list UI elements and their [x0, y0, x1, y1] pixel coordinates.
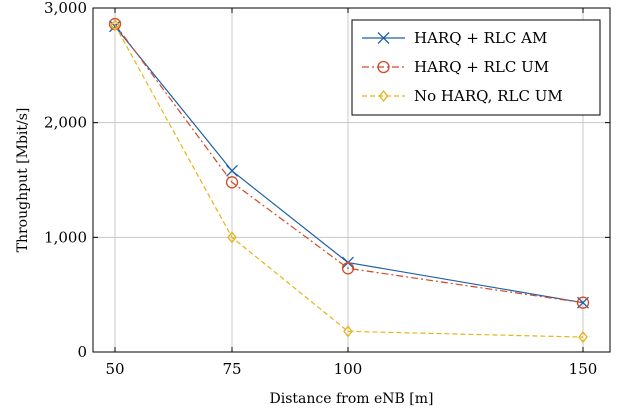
y-tick-label: 1,000: [44, 228, 87, 246]
data-point: [110, 19, 120, 32]
series-layer: [108, 17, 590, 344]
x-tick-label: 75: [222, 360, 241, 378]
data-point: [343, 325, 353, 338]
x-tick-label: 150: [569, 360, 598, 378]
series-3: [110, 19, 588, 344]
series-2: [108, 17, 590, 309]
y-tick-label: 0: [77, 343, 87, 361]
y-axis-ticks: 0 1,000 2,000 3,000: [44, 0, 610, 361]
legend-item: HARQ + RLC AM: [362, 29, 547, 47]
legend-label: HARQ + RLC AM: [414, 29, 547, 47]
y-tick-label: 2,000: [44, 114, 87, 132]
y-tick-label: 3,000: [44, 0, 87, 17]
legend-item: HARQ + RLC UM: [362, 58, 549, 76]
data-point: [227, 231, 237, 244]
legend-marker: [377, 60, 390, 74]
plot-frame: [92, 7, 611, 353]
data-point: [225, 176, 239, 189]
legend-item: No HARQ, RLC UM: [362, 87, 563, 105]
series-line: [114, 25, 584, 304]
legend-label: No HARQ, RLC UM: [414, 87, 563, 105]
x-axis-label: Distance from eNB [m]: [270, 391, 434, 407]
data-point: [226, 164, 238, 177]
y-axis-label: Throughput [Mbit/s]: [15, 108, 31, 253]
legend: HARQ + RLC AM HARQ + RLC UM No HARQ, RLC U…: [351, 19, 601, 116]
x-tick-label: 50: [105, 360, 124, 378]
data-point: [341, 262, 355, 275]
legend-label: HARQ + RLC UM: [414, 58, 549, 76]
data-point: [576, 296, 590, 309]
x-axis-ticks: 50 75 100 150: [105, 8, 597, 378]
x-tick-label: 100: [334, 360, 363, 378]
legend-marker: [377, 32, 390, 44]
data-point: [578, 331, 588, 344]
legend-marker: [378, 89, 389, 103]
series-line: [114, 24, 584, 338]
